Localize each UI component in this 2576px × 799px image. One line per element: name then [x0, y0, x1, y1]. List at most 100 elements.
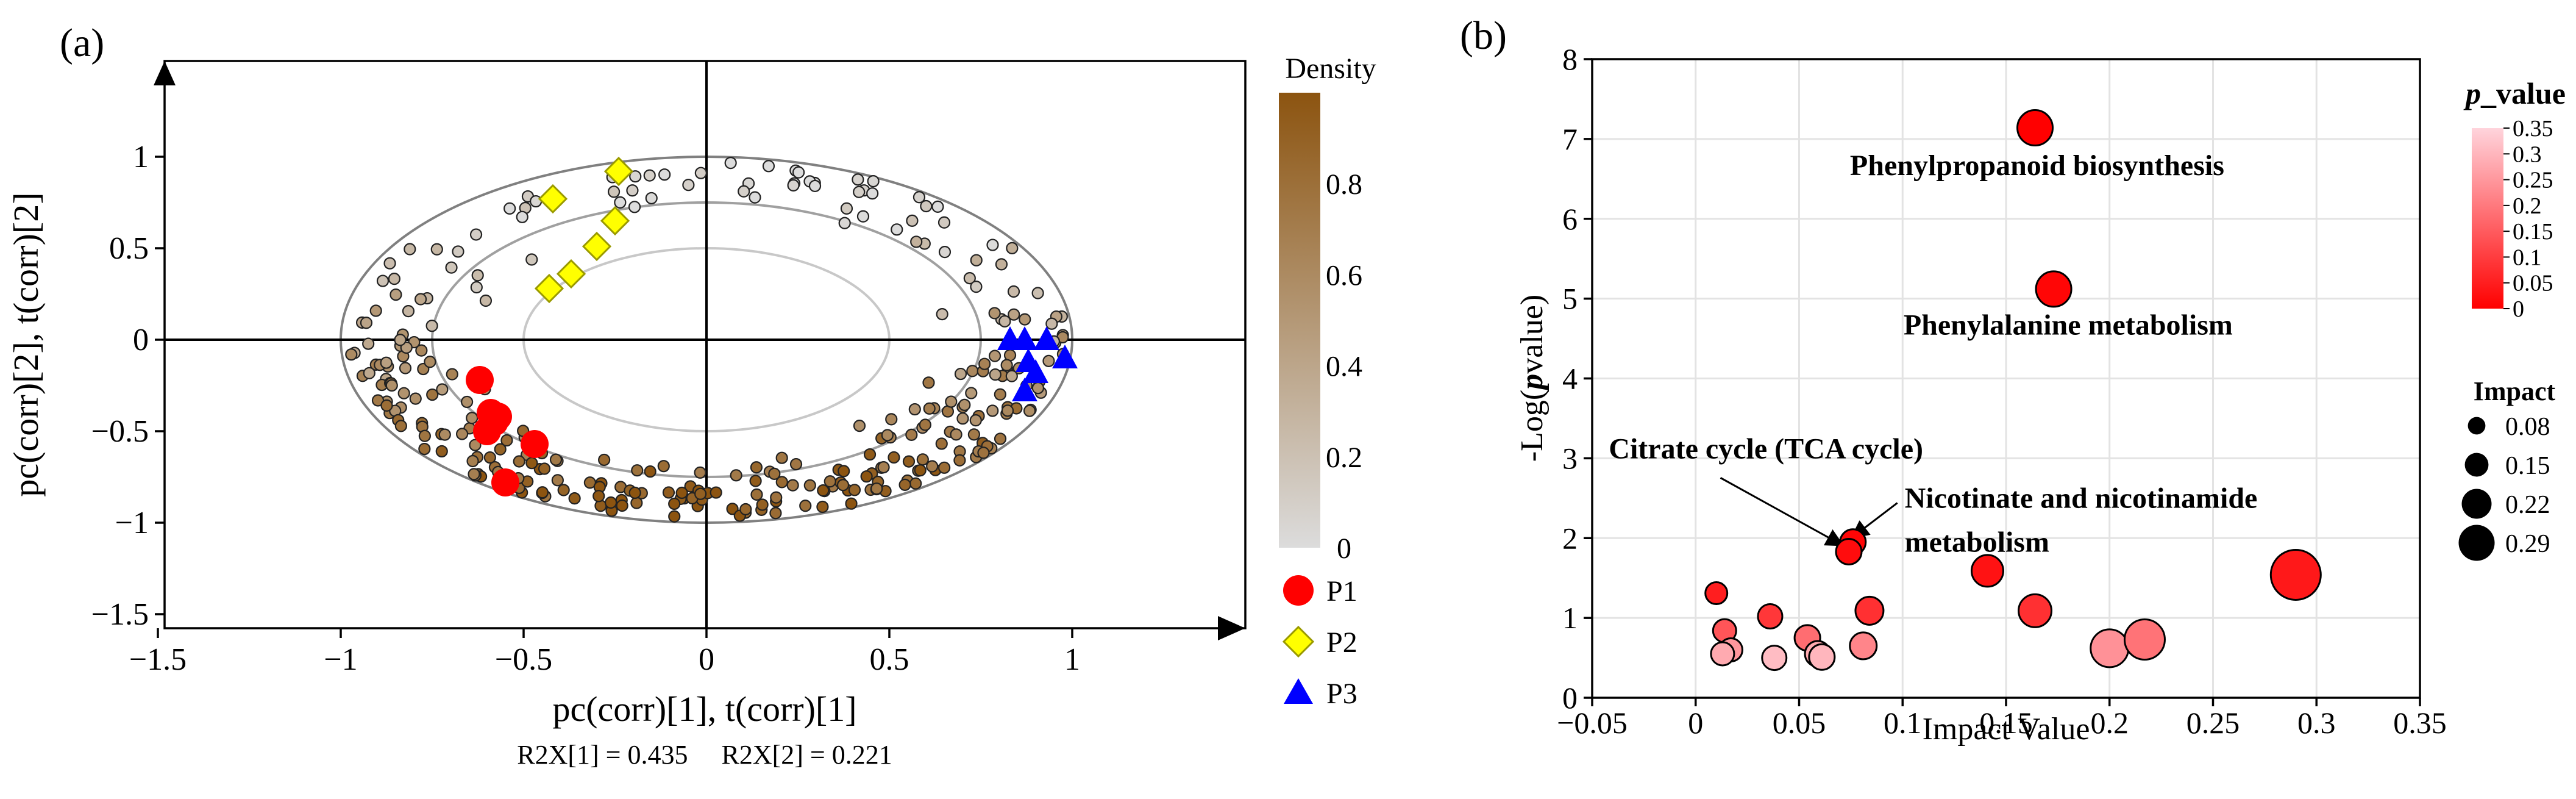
x-axis-arrow: [1218, 616, 1245, 640]
density-point: [380, 356, 393, 369]
x-tick-label-a: 0: [699, 642, 714, 677]
annotation-label: Phenylalanine metabolism: [1904, 309, 2233, 342]
density-point: [954, 367, 967, 381]
y-tick-label-a: −1: [115, 506, 149, 540]
annotation-label: metabolism: [1905, 526, 2049, 558]
density-point: [628, 486, 641, 500]
y-tick-label-a: −0.5: [91, 414, 149, 449]
p-title-part2: _value: [2480, 76, 2566, 110]
panel-b-label: (b): [1460, 13, 1507, 58]
p1-point: [491, 468, 519, 496]
r2x-footnote: R2X[1] = 0.435 R2X[2] = 0.221: [517, 740, 892, 770]
x-tick-label-b: 0.15: [1979, 706, 2033, 740]
density-point: [920, 199, 933, 213]
pathway-bubble: [1704, 581, 1729, 606]
p-value-colorbar-title: p_value: [2463, 76, 2566, 110]
density-point: [645, 192, 658, 205]
impact-legend-label: 0.29: [2505, 530, 2550, 558]
density-point: [958, 398, 971, 412]
density-point: [1023, 404, 1036, 417]
density-point: [919, 418, 931, 431]
density-point: [852, 173, 864, 186]
x-tick-label-b: 0.25: [2186, 706, 2240, 740]
density-point: [383, 257, 396, 270]
density-point: [938, 216, 951, 229]
density-colorbar: [1279, 93, 1320, 548]
density-point: [426, 388, 439, 401]
density-point: [360, 317, 373, 329]
density-point: [775, 476, 788, 489]
p2-point: [603, 156, 634, 187]
pathway-bubble: [1761, 645, 1788, 672]
density-point: [525, 253, 538, 266]
pathway-bubble: [1835, 537, 1863, 565]
impact-legend-label: 0.08: [2505, 413, 2550, 441]
p1-point: [521, 430, 549, 458]
density-point: [953, 454, 966, 467]
legend-label-p1: P1: [1326, 575, 1357, 607]
impact-legend-title: Impact: [2474, 376, 2556, 406]
density-point: [922, 376, 935, 389]
density-tick-label: 0.2: [1326, 442, 1362, 474]
density-point: [994, 432, 1007, 445]
axes-a: [154, 61, 1245, 640]
density-point: [1005, 370, 1018, 382]
density-point: [500, 434, 513, 447]
p1-point: [466, 366, 494, 394]
density-point: [750, 488, 763, 501]
density-point: [592, 490, 605, 503]
density-point: [598, 453, 611, 467]
density-point: [460, 395, 474, 409]
annotation-label: Nicotinate and nicotinamide: [1905, 482, 2258, 515]
density-point: [867, 174, 880, 188]
pathway-bubble: [2018, 593, 2053, 628]
density-point: [668, 497, 681, 511]
density-point: [376, 274, 390, 287]
density-point: [536, 486, 549, 499]
density-point: [594, 500, 607, 512]
density-point: [399, 362, 412, 374]
impact-legend-label: 0.22: [2505, 491, 2550, 519]
pathway-bubble: [1757, 603, 1784, 630]
density-point: [950, 428, 962, 441]
density-point: [466, 412, 479, 425]
density-point: [538, 462, 551, 475]
density-point: [910, 235, 923, 248]
p3-point: [1052, 345, 1078, 368]
density-point: [644, 465, 656, 478]
x-tick-label-b: 0.3: [2297, 706, 2336, 740]
density-point: [1031, 382, 1044, 395]
density-point: [931, 200, 944, 213]
x-tick-label-b: 0.05: [1773, 706, 1826, 740]
y-axis-label-a: pc(corr)[2], t(corr)[2]: [6, 192, 46, 496]
density-point: [908, 403, 921, 416]
plot-frame-a: [163, 60, 1247, 629]
legend-marker-p2: [1282, 625, 1315, 658]
impact-legend-circle: [2461, 489, 2492, 519]
y-axis-label-b: -Log(pvalue): [1515, 295, 1550, 462]
annotation-arrow: [1720, 477, 1845, 546]
pathway-bubble: [1854, 595, 1885, 626]
density-point: [643, 169, 656, 182]
density-point: [380, 399, 393, 412]
density-point: [418, 429, 431, 442]
p3-point: [1034, 326, 1059, 350]
density-point: [425, 320, 438, 332]
density-point: [969, 414, 982, 427]
y-tick-label-a: 0: [133, 323, 149, 357]
x-axis-label-b: Impact Value: [1923, 712, 2090, 747]
p-colorbar-tick-label: 0.3: [2513, 142, 2542, 167]
density-point: [470, 281, 483, 294]
density-point: [799, 500, 812, 512]
density-point: [909, 477, 922, 490]
density-point: [694, 167, 707, 179]
density-point: [466, 454, 479, 468]
density-point: [838, 465, 850, 478]
density-point: [898, 478, 911, 491]
density-point: [394, 420, 407, 432]
density-point: [989, 368, 1002, 381]
density-tick-label: 0: [1337, 532, 1351, 565]
x-tick-label-a: −1: [324, 642, 357, 677]
y-tick-label-b: 8: [1562, 42, 1578, 76]
density-point: [756, 498, 769, 511]
